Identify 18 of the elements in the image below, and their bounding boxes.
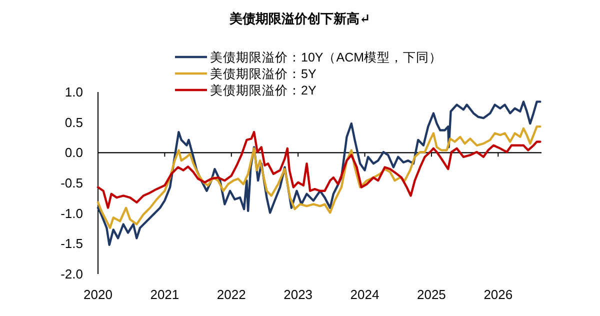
x-tick-label: 2023 [284, 287, 313, 302]
x-tick-label: 2026 [484, 287, 513, 302]
y-tick-label: -2.0 [60, 266, 83, 282]
x-tick-label: 2025 [417, 287, 446, 302]
y-tick-label: 0.0 [64, 145, 83, 160]
y-tick-label: -0.5 [60, 176, 83, 190]
legend-label: 美债期限溢价：2Y [210, 82, 317, 98]
chart-title: 美债期限溢价创下新高↵ [228, 11, 370, 27]
x-tick-label: 2024 [350, 287, 380, 302]
legend-label: 美债期限溢价：10Y（ACM模型，下同） [210, 50, 442, 64]
x-tick-label: 2022 [216, 287, 246, 302]
x-tick-label: 2021 [150, 287, 180, 302]
legend-label: 美债期限溢价：5Y [210, 66, 317, 81]
y-tick-label: 1.0 [64, 84, 83, 100]
y-tick-label: -1.0 [60, 206, 83, 221]
y-tick-label: -1.5 [60, 236, 83, 252]
y-tick-label: 0.5 [64, 114, 83, 130]
x-tick-label: 2020 [84, 287, 112, 302]
